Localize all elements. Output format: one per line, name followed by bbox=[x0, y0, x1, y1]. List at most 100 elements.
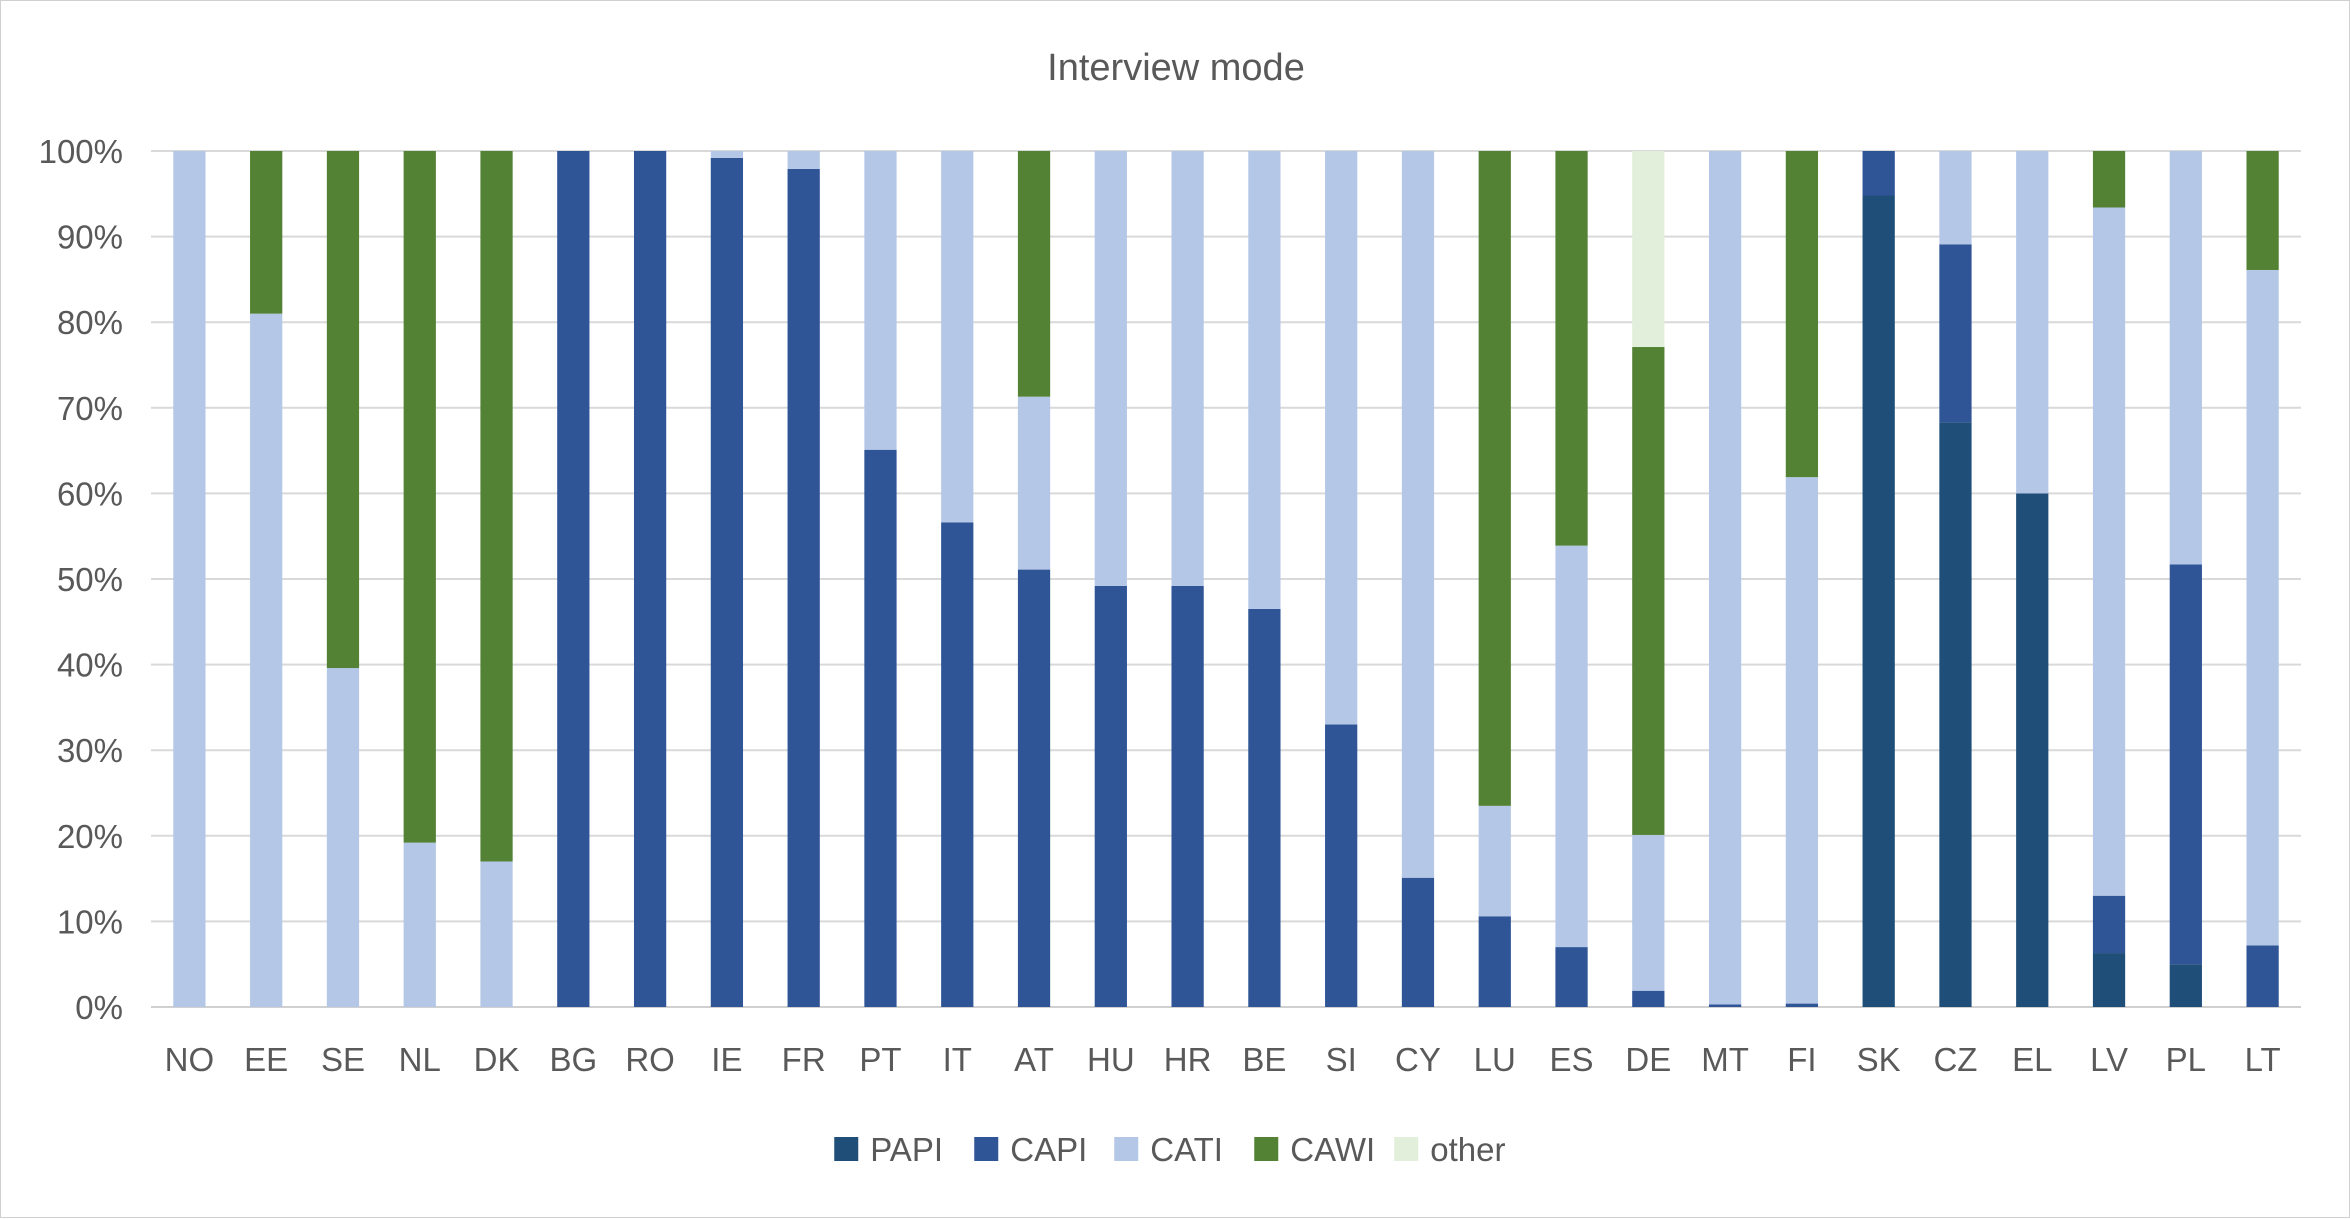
y-tick-label: 50% bbox=[57, 561, 123, 598]
x-tick-label: AT bbox=[1014, 1041, 1054, 1078]
y-tick-label: 70% bbox=[57, 390, 123, 427]
bar-capi-cy bbox=[1401, 877, 1435, 1007]
bar-papi-sk bbox=[1862, 195, 1895, 1007]
bar-cati-it bbox=[941, 151, 974, 523]
bar-stack-fr bbox=[787, 151, 820, 1008]
bar-cati-fi bbox=[1785, 477, 1819, 1004]
y-tick-label: 60% bbox=[57, 475, 123, 512]
bar-stack-bg bbox=[557, 151, 590, 1007]
bar-capi-fi bbox=[1785, 1003, 1819, 1007]
bar-cati-lv bbox=[2092, 207, 2126, 896]
bar-cawi-ee bbox=[250, 151, 283, 314]
bar-stack-hr bbox=[1171, 151, 1204, 1007]
bar-capi-be bbox=[1248, 608, 1281, 1007]
bar-capi-hu bbox=[1094, 585, 1127, 1007]
bar-capi-ro bbox=[633, 151, 667, 1007]
bar-cati-hr bbox=[1171, 151, 1204, 586]
x-tick-label: MT bbox=[1701, 1041, 1749, 1078]
bar-stack-de bbox=[1632, 151, 1665, 1007]
gridlines bbox=[151, 150, 2301, 1008]
bars bbox=[173, 151, 2279, 1008]
bar-cawi-se bbox=[326, 151, 360, 669]
x-tick-label: RO bbox=[625, 1041, 675, 1078]
bar-cawi-lt bbox=[2246, 151, 2279, 270]
x-tick-label: CY bbox=[1395, 1041, 1441, 1078]
bar-stack-mt bbox=[1708, 151, 1742, 1007]
bar-capi-mt bbox=[1708, 1004, 1742, 1007]
bar-cati-cz bbox=[1939, 151, 1972, 245]
legend-label: CAPI bbox=[1010, 1131, 1087, 1168]
bar-cati-se bbox=[326, 668, 360, 1007]
x-tick-label: BG bbox=[549, 1041, 597, 1078]
x-tick-label: DE bbox=[1625, 1041, 1671, 1078]
x-tick-label: CZ bbox=[1933, 1041, 1977, 1078]
x-tick-label: HU bbox=[1087, 1041, 1135, 1078]
bar-cawi-dk bbox=[480, 151, 513, 862]
legend: PAPI CAPI CATI CAWI other bbox=[834, 1131, 1505, 1168]
y-tick-label: 90% bbox=[57, 219, 123, 256]
x-tick-label: SI bbox=[1326, 1041, 1357, 1078]
bar-stack-it bbox=[941, 151, 974, 1007]
bar-stack-pl bbox=[2169, 151, 2202, 1007]
bar-cati-mt bbox=[1708, 151, 1742, 1005]
bar-papi-el bbox=[2016, 493, 2049, 1007]
x-tick-label: EE bbox=[244, 1041, 288, 1078]
legend-label: CAWI bbox=[1290, 1131, 1375, 1168]
bar-cawi-de bbox=[1632, 347, 1665, 835]
bar-cawi-lu bbox=[1478, 151, 1511, 806]
bar-cati-ee bbox=[250, 313, 283, 1007]
bar-stack-ee bbox=[250, 151, 283, 1007]
y-tick-label: 30% bbox=[57, 732, 123, 769]
bar-cawi-fi bbox=[1785, 151, 1819, 478]
bar-capi-es bbox=[1555, 947, 1588, 1007]
x-tick-label: IT bbox=[943, 1041, 972, 1078]
bar-capi-pl bbox=[2169, 564, 2202, 965]
bar-stack-lv bbox=[2092, 151, 2126, 1007]
bar-cati-hu bbox=[1094, 151, 1127, 586]
bar-stack-no bbox=[173, 151, 206, 1007]
legend-swatch bbox=[1114, 1137, 1139, 1161]
bar-capi-de bbox=[1632, 990, 1665, 1007]
x-tick-label: BE bbox=[1242, 1041, 1286, 1078]
bar-papi-pl bbox=[2169, 964, 2202, 1007]
bar-stack-ie bbox=[710, 151, 744, 1008]
x-tick-label: SE bbox=[321, 1041, 365, 1078]
bar-stack-ro bbox=[633, 151, 667, 1007]
bar-cati-pl bbox=[2169, 151, 2202, 565]
x-tick-label: LU bbox=[1474, 1041, 1516, 1078]
bar-other-de bbox=[1632, 151, 1665, 348]
x-tick-label: PL bbox=[2166, 1041, 2206, 1078]
bar-cati-el bbox=[2016, 151, 2049, 494]
x-tick-label: HR bbox=[1164, 1041, 1212, 1078]
bar-stack-lt bbox=[2246, 151, 2279, 1007]
legend-item-cati: CATI bbox=[1114, 1131, 1223, 1168]
x-tick-label: SK bbox=[1857, 1041, 1901, 1078]
bar-cati-no bbox=[173, 151, 206, 1007]
y-tick-label: 80% bbox=[57, 304, 123, 341]
legend-swatch bbox=[1394, 1137, 1419, 1161]
bar-stack-pt bbox=[864, 151, 897, 1007]
legend-item-papi: PAPI bbox=[834, 1131, 943, 1168]
bar-capi-bg bbox=[557, 151, 590, 1007]
bar-cati-dk bbox=[480, 861, 513, 1007]
bar-stack-es bbox=[1555, 151, 1588, 1007]
x-tick-label: ES bbox=[1550, 1041, 1594, 1078]
bar-cati-si bbox=[1325, 151, 1358, 725]
bar-capi-pt bbox=[864, 449, 897, 1007]
bar-papi-lv bbox=[2092, 953, 2126, 1007]
bar-capi-at bbox=[1017, 569, 1051, 1007]
bar-stack-hu bbox=[1094, 151, 1127, 1007]
legend-label: PAPI bbox=[870, 1131, 943, 1168]
y-tick-label: 0% bbox=[75, 989, 123, 1026]
bar-stack-cz bbox=[1939, 151, 1972, 1008]
bar-capi-si bbox=[1325, 724, 1358, 1007]
bar-cawi-nl bbox=[403, 151, 436, 843]
bar-cawi-lv bbox=[2092, 151, 2126, 208]
bar-capi-it bbox=[941, 522, 974, 1007]
bar-stack-sk bbox=[1862, 151, 1895, 1007]
legend-label: CATI bbox=[1150, 1131, 1223, 1168]
bar-capi-lu bbox=[1478, 916, 1511, 1007]
x-tick-label: DK bbox=[474, 1041, 520, 1078]
bar-cati-es bbox=[1555, 545, 1588, 948]
